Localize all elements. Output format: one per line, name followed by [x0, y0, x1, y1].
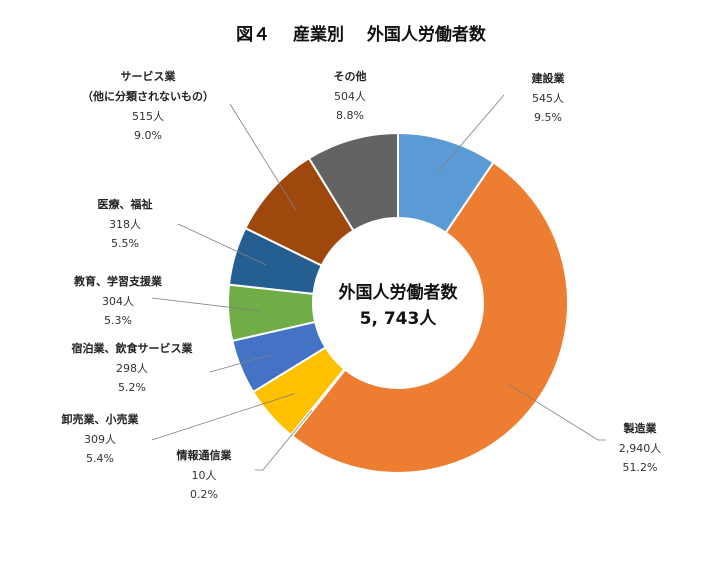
leader-line-7: [229, 103, 297, 211]
slice-label-name-0: 建設業: [532, 71, 566, 85]
slice-label-percent-0: 9.5%: [534, 111, 562, 124]
slice-label-percent-4: 5.2%: [118, 381, 146, 394]
slice-label-value-5: 304人: [102, 295, 134, 308]
slice-label-percent-7: 9.0%: [134, 129, 162, 142]
center-label: 外国人労働者数: [339, 282, 459, 303]
leader-line-4: [209, 354, 271, 373]
slice-8: [307, 131, 399, 232]
slice-label-percent-2: 0.2%: [190, 488, 218, 501]
slice-label-name-6: 医療、福祉: [98, 197, 153, 211]
leader-lines-group: [151, 94, 606, 471]
slice-label-value-3: 309人: [84, 433, 116, 446]
slice-label-value-1: 2,940人: [619, 442, 662, 455]
slice-label-value-0: 545人: [532, 92, 564, 105]
slice-label-value-7: 515人: [132, 110, 164, 123]
slice-label-percent-5: 5.3%: [104, 314, 132, 327]
slice-label-percent-6: 5.5%: [111, 237, 139, 250]
labels-group: 建設業 545人 9.5% 製造業 2,940人 51.2% 情報通信業 10人 0.2% 卸売業…: [62, 69, 662, 501]
slice-label-name-1: 製造業: [623, 421, 658, 435]
slice-label-name-7-0: サービス業: [121, 69, 177, 83]
leader-line-2: [255, 409, 313, 471]
center-value: 5, 743人: [360, 309, 438, 329]
slice-label-value-2: 10人: [192, 469, 217, 482]
slice-label-percent-3: 5.4%: [86, 452, 114, 465]
slice-label-name-2: 情報通信業: [177, 448, 233, 462]
slice-label-name-8: その他: [334, 69, 367, 83]
chart-title: 図４ 産業別 外国人労働者数: [236, 24, 487, 45]
slice-label-percent-8: 8.8%: [336, 109, 364, 122]
slice-label-name-4: 宿泊業、飲食サービス業: [72, 341, 194, 355]
leader-line-0: [438, 94, 505, 172]
slice-label-name-5: 教育、学習支援業: [73, 274, 163, 288]
slice-label-name-7-1: （他に分類されないもの）: [82, 89, 214, 103]
slice-1: [290, 160, 569, 474]
leader-line-3: [151, 393, 295, 441]
slice-label-percent-1: 51.2%: [623, 461, 658, 474]
leader-line-1: [508, 384, 606, 441]
leader-line-5: [151, 297, 261, 312]
slice-label-name-3: 卸売業、小売業: [62, 412, 140, 426]
leader-line-6: [177, 223, 267, 266]
slice-label-value-6: 318人: [109, 218, 141, 231]
slice-label-value-4: 298人: [116, 362, 148, 375]
slice-label-value-8: 504人: [334, 90, 366, 103]
